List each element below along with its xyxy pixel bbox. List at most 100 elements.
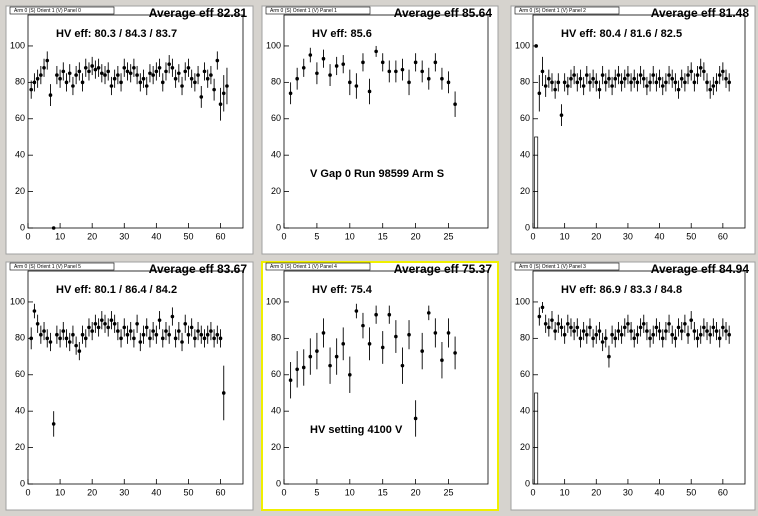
x-tick-label: 50 xyxy=(183,231,193,241)
point xyxy=(721,325,725,330)
x-tick-label: 10 xyxy=(55,487,65,497)
point xyxy=(189,76,194,81)
average-eff: Average eff 81.48 xyxy=(651,6,750,20)
title-box xyxy=(514,262,620,271)
y-tick-label: 20 xyxy=(520,442,530,452)
point xyxy=(670,332,675,337)
y-tick-label: 0 xyxy=(20,222,25,232)
point xyxy=(648,336,652,341)
point xyxy=(446,80,451,85)
point xyxy=(440,76,444,81)
x-tick-label: 50 xyxy=(686,231,696,241)
x-tick-label: 10 xyxy=(345,487,355,497)
panel: Arm 0 (S) Orient 1 (V) Panel 5 Average ef… xyxy=(5,261,254,511)
title-box xyxy=(9,6,115,15)
point xyxy=(29,87,34,92)
y-tick-label: 100 xyxy=(515,296,530,306)
point xyxy=(635,80,640,85)
point xyxy=(48,93,53,97)
point xyxy=(122,65,127,70)
x-tick-label: 10 xyxy=(55,231,65,241)
x-tick-label: 15 xyxy=(378,231,388,241)
point xyxy=(591,336,595,341)
point xyxy=(183,69,188,74)
point xyxy=(196,329,200,333)
point xyxy=(354,309,359,313)
point xyxy=(135,73,139,77)
y-tick-label: 40 xyxy=(15,150,25,160)
panel: Arm 0 (S) Orient 1 (V) Panel 0 Average ef… xyxy=(5,5,254,255)
point xyxy=(103,321,107,326)
point xyxy=(154,332,159,337)
point xyxy=(394,69,398,74)
point xyxy=(543,84,548,88)
x-tick-label: 20 xyxy=(411,231,421,241)
point xyxy=(144,84,149,88)
x-tick-label: 20 xyxy=(411,487,421,497)
y-tick-label: 100 xyxy=(10,296,25,306)
point xyxy=(673,336,678,341)
point xyxy=(183,321,188,326)
point xyxy=(196,73,200,77)
point xyxy=(692,80,697,85)
point xyxy=(328,363,332,368)
annotation: V Gap 0 Run 98599 Arm S xyxy=(310,168,444,180)
point xyxy=(711,84,716,88)
y-tick-label: 20 xyxy=(15,442,25,452)
point xyxy=(645,329,649,333)
y-tick-label: 100 xyxy=(515,40,530,50)
point xyxy=(714,329,719,333)
average-eff: Average eff 82.81 xyxy=(149,6,248,20)
x-tick-label: 0 xyxy=(281,231,286,241)
x-tick-label: 10 xyxy=(345,231,355,241)
point xyxy=(74,73,78,77)
point xyxy=(654,80,659,85)
point xyxy=(540,305,545,310)
y-tick-label: 80 xyxy=(271,77,281,87)
point xyxy=(55,332,59,337)
point xyxy=(420,69,424,74)
point xyxy=(141,332,146,337)
x-tick-label: 30 xyxy=(623,231,633,241)
point xyxy=(453,351,457,355)
plot-frame xyxy=(27,270,244,485)
point xyxy=(35,321,40,326)
point xyxy=(122,325,127,330)
point xyxy=(218,102,223,107)
point xyxy=(660,84,665,88)
point xyxy=(683,321,687,326)
panel-title: Arm 0 (S) Orient 1 (V) Panel 1 xyxy=(270,8,337,14)
point xyxy=(654,325,659,330)
point xyxy=(61,329,66,333)
point xyxy=(588,80,592,85)
point xyxy=(221,91,226,96)
y-tick-label: 0 xyxy=(525,222,530,232)
point xyxy=(170,65,175,70)
y-tick-label: 40 xyxy=(15,406,25,416)
x-tick-label: 0 xyxy=(25,487,30,497)
point xyxy=(453,102,457,107)
point xyxy=(42,329,46,333)
point xyxy=(689,318,694,322)
point xyxy=(45,336,50,341)
y-tick-label: 40 xyxy=(520,406,530,416)
point xyxy=(96,65,101,70)
point xyxy=(559,113,564,117)
point xyxy=(215,332,220,337)
point xyxy=(670,76,675,81)
point xyxy=(321,56,326,61)
point xyxy=(613,336,618,341)
point xyxy=(39,73,43,77)
point xyxy=(90,329,94,333)
x-tick-label: 0 xyxy=(25,231,30,241)
point xyxy=(109,318,114,322)
point xyxy=(141,76,146,81)
y-tick-label: 60 xyxy=(520,369,530,379)
point xyxy=(132,336,136,341)
point xyxy=(600,340,605,344)
point xyxy=(651,332,656,337)
x-tick-label: 20 xyxy=(591,231,601,241)
point xyxy=(348,80,352,85)
point xyxy=(708,87,712,92)
point xyxy=(547,325,551,330)
